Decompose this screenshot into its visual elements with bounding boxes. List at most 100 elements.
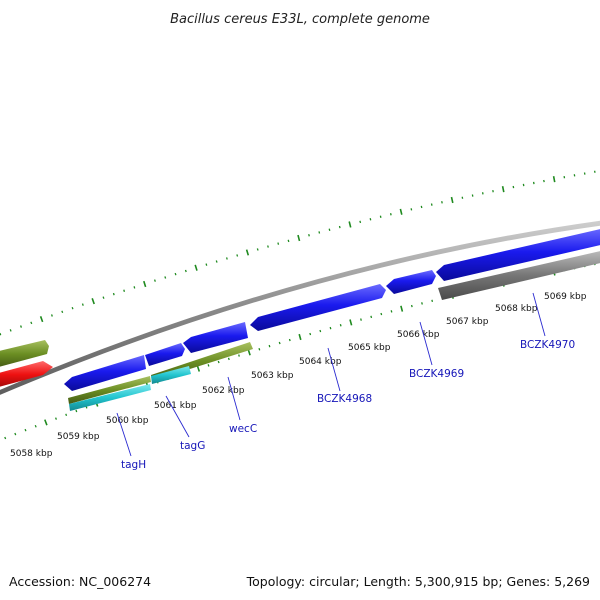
kbp-label: 5060 kbp	[106, 416, 149, 426]
cds-forward-3	[183, 322, 248, 353]
major-tick	[44, 419, 48, 426]
gene-label-tagH[interactable]: tagH	[121, 459, 146, 471]
major-tick	[194, 264, 198, 271]
minor-tick	[370, 315, 373, 319]
major-tick	[399, 208, 403, 215]
major-tick	[349, 319, 353, 326]
cds-forward-2	[145, 343, 185, 366]
minor-tick	[410, 304, 413, 308]
outer-tick-ring	[0, 170, 596, 336]
gene-leaders	[116, 292, 546, 457]
minor-tick	[9, 329, 12, 332]
minor-tick	[30, 321, 33, 325]
minor-tick	[431, 299, 434, 303]
minor-tick	[61, 310, 64, 314]
minor-tick	[318, 231, 321, 234]
minor-tick	[256, 248, 259, 251]
minor-tick	[0, 332, 2, 336]
genome-summary-text: Topology: circular; Length: 5,300,915 bp…	[246, 574, 590, 589]
cds-forward-5	[386, 270, 436, 294]
leader-tagH	[116, 412, 132, 457]
major-tick	[143, 280, 147, 288]
minor-tick	[65, 413, 68, 417]
minor-tick	[102, 296, 105, 299]
gene-label-BCZK4969[interactable]: BCZK4969	[409, 368, 464, 380]
minor-tick	[112, 292, 115, 296]
cds-cyan-2	[151, 366, 191, 384]
minor-tick	[379, 215, 382, 218]
minor-tick	[441, 201, 443, 204]
minor-tick	[81, 303, 84, 306]
leader-wecC	[227, 376, 241, 421]
cds-gray-reverse	[438, 251, 600, 300]
minor-tick	[308, 234, 310, 237]
minor-tick	[369, 218, 372, 221]
minor-tick	[278, 341, 281, 345]
major-tick	[297, 234, 301, 242]
kbp-label: 5068 kbp	[495, 304, 538, 314]
gene-label-BCZK4968[interactable]: BCZK4968	[317, 393, 372, 405]
kbp-label: 5058 kbp	[10, 449, 53, 459]
minor-tick	[268, 344, 271, 348]
minor-tick	[359, 220, 362, 224]
cds-olive-left	[0, 340, 49, 367]
minor-tick	[236, 254, 239, 257]
minor-tick	[287, 239, 290, 243]
major-tick	[501, 186, 505, 193]
cds-cyan-1	[69, 384, 151, 411]
minor-tick	[420, 205, 423, 209]
minor-tick	[360, 318, 362, 321]
kbp-scale: 5058 kbp 5059 kbp 5060 kbp 5061 kbp 5062…	[10, 292, 587, 459]
minor-tick	[319, 329, 322, 333]
minor-tick	[123, 289, 126, 292]
minor-tick	[54, 417, 58, 420]
minor-tick	[380, 312, 383, 316]
minor-tick	[329, 326, 332, 330]
kbp-label: 5063 kbp	[251, 371, 294, 381]
map-title: Bacillus cereus E33L, complete genome	[170, 12, 430, 27]
major-tick	[450, 196, 454, 204]
minor-tick	[50, 314, 53, 317]
cds-red-left	[0, 361, 53, 387]
major-tick	[196, 365, 201, 372]
major-tick	[247, 349, 251, 356]
cds-forward-6	[436, 229, 600, 281]
leader-tagG	[165, 395, 190, 438]
minor-tick	[71, 306, 74, 310]
minor-tick	[205, 263, 208, 266]
kbp-label: 5062 kbp	[202, 386, 245, 396]
minor-tick	[14, 432, 17, 436]
minor-tick	[4, 436, 7, 440]
minor-tick	[133, 286, 136, 289]
accession-text: Accession: NC_006274	[9, 574, 151, 589]
gene-label-BCZK4970[interactable]: BCZK4970	[520, 339, 575, 351]
leader-BCZK4970	[532, 292, 546, 337]
minor-tick	[410, 208, 413, 211]
gene-label-wecC[interactable]: wecC	[229, 423, 257, 435]
kbp-label: 5066 kbp	[397, 330, 440, 340]
major-tick	[552, 176, 556, 183]
minor-tick	[217, 360, 220, 364]
minor-tick	[174, 272, 177, 276]
major-tick	[298, 333, 302, 341]
minor-tick	[309, 332, 312, 336]
minor-tick	[389, 213, 392, 216]
gene-labels: tagH tagG wecC BCZK4968 BCZK4969 BCZK497…	[121, 339, 575, 471]
kbp-label: 5059 kbp	[57, 432, 100, 442]
minor-tick	[24, 428, 27, 432]
minor-tick	[207, 364, 210, 367]
inner-tick-ring	[4, 262, 596, 440]
minor-tick	[288, 338, 291, 342]
gene-label-tagG[interactable]: tagG	[180, 440, 205, 452]
kbp-label: 5064 kbp	[299, 357, 342, 367]
feature-track	[0, 229, 600, 411]
kbp-label: 5069 kbp	[544, 292, 587, 302]
minor-tick	[19, 325, 23, 328]
minor-tick	[34, 424, 37, 428]
minor-tick	[225, 257, 228, 260]
minor-tick	[267, 245, 269, 248]
major-tick	[91, 298, 95, 305]
cds-olive-1	[68, 376, 151, 404]
minor-tick	[543, 179, 545, 183]
